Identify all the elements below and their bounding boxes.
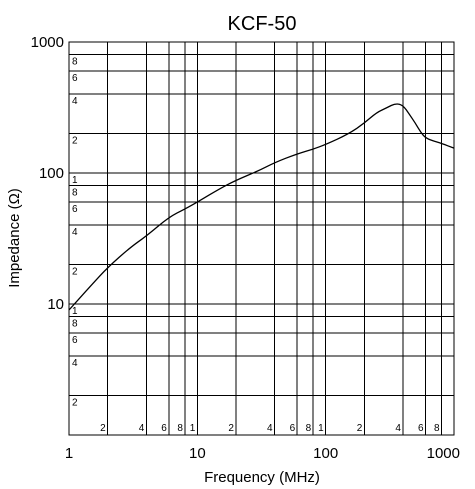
y-major-tick-label: 100 (39, 165, 64, 182)
y-minor-tick-label: 2 (72, 136, 78, 147)
y-major-tick-label: 10 (47, 296, 64, 313)
y-minor-tick-label: 4 (72, 358, 78, 369)
plot-frame (68, 41, 455, 436)
impedance-curve (68, 103, 455, 311)
x-minor-tick-label: 4 (267, 423, 273, 434)
x-axis-label: Frequency (MHz) (204, 469, 320, 486)
x-minor-tick-label: 4 (395, 423, 401, 434)
y-minor-tick-label: 8 (72, 57, 78, 68)
major-tick-labels: 1 10 100 1000 1000 100 10 (31, 34, 460, 462)
x-major-tick-label: 1000 (427, 445, 460, 462)
y-minor-tick-label: 6 (72, 73, 78, 84)
x-minor-tick-label: 8 (177, 423, 183, 434)
x-minor-tick-label: 4 (139, 423, 145, 434)
x-major-tick-label: 1 (65, 445, 73, 462)
y-minor-tick-label: 6 (72, 204, 78, 215)
y-minor-tick-label: 1 (72, 175, 78, 186)
x-minor-tick-label: 1 (190, 423, 196, 434)
chart-title: KCF-50 (228, 13, 297, 35)
x-minor-tick-label: 2 (228, 423, 234, 434)
x-minor-tick-label: 8 (434, 423, 440, 434)
y-minor-tick-label: 2 (72, 398, 78, 409)
x-minor-tick-label: 8 (306, 423, 312, 434)
x-minor-tick-label: 6 (418, 423, 424, 434)
x-minor-tick-label: 6 (290, 423, 296, 434)
y-minor-tick-label: 1 (72, 306, 78, 317)
x-major-tick-label: 10 (189, 445, 206, 462)
y-axis-label: Impedance (Ω) (6, 188, 23, 288)
grid (69, 42, 454, 435)
x-minor-tick-label: 1 (318, 423, 324, 434)
y-minor-tick-label: 4 (72, 96, 78, 107)
x-minor-tick-label: 6 (161, 423, 167, 434)
y-minor-tick-label: 8 (72, 319, 78, 330)
x-minor-tick-label: 2 (100, 423, 106, 434)
x-major-tick-label: 100 (313, 445, 338, 462)
y-minor-tick-label: 2 (72, 267, 78, 278)
y-minor-tick-label: 4 (72, 227, 78, 238)
x-minor-tick-label: 2 (357, 423, 363, 434)
y-minor-tick-label: 8 (72, 188, 78, 199)
y-major-tick-label: 1000 (31, 34, 64, 51)
y-minor-tick-label: 6 (72, 335, 78, 346)
